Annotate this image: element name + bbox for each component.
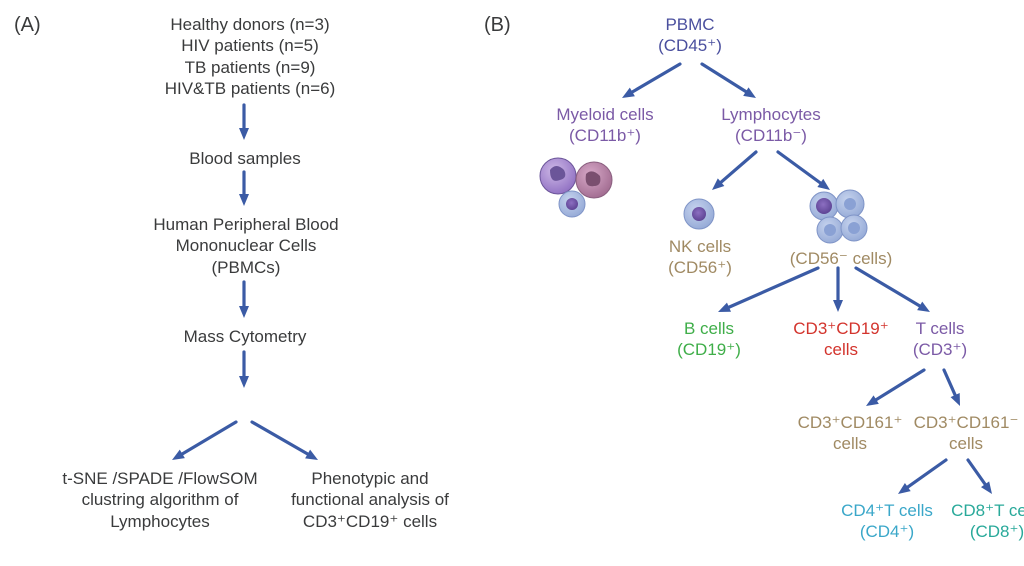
panel-b-bcells: B cells (CD19⁺)	[664, 318, 754, 361]
panel-b-tcells: T cells (CD3⁺)	[900, 318, 980, 361]
panel-b-tag: (B)	[484, 14, 511, 37]
panel-a-pbmc: Human Peripheral Blood Mononuclear Cells…	[134, 214, 358, 278]
panel-b-cd4t: CD4⁺T cells (CD4⁺)	[832, 500, 942, 543]
panel-b-nk: NK cells (CD56⁺)	[650, 236, 750, 279]
panel-b-lymphocytes: Lymphocytes (CD11b⁻)	[706, 104, 836, 147]
panel-a-cohorts: Healthy donors (n=3) HIV patients (n=5) …	[154, 14, 346, 99]
panel-b-cd3cd19: CD3⁺CD19⁺ cells	[786, 318, 896, 361]
panel-a-left-leaf: t-SNE /SPADE /FlowSOM clustring algorith…	[54, 468, 266, 532]
panel-b-cd161pos: CD3⁺CD161⁺ cells	[790, 412, 910, 455]
nk-cell-icon	[684, 199, 714, 229]
panel-a-blood: Blood samples	[170, 148, 320, 169]
myeloid-cells-icon	[540, 158, 612, 217]
panel-b-pbmc: PBMC (CD45⁺)	[640, 14, 740, 57]
panel-a-tag: (A)	[14, 14, 41, 37]
panel-b-cd8t: CD8⁺T cells (CD8⁺)	[942, 500, 1024, 543]
panel-a-right-leaf: Phenotypic and functional analysis of CD…	[270, 468, 470, 532]
lymphocyte-cluster-icon	[810, 190, 867, 243]
figure-canvas: (A) (B) Healthy donors (n=3) HIV patient…	[0, 0, 1024, 566]
panel-b-cd56neg: (CD56⁻ cells)	[786, 248, 896, 269]
panel-a-mass: Mass Cytometry	[170, 326, 320, 347]
panel-b-cd161neg: CD3⁺CD161⁻ cells	[908, 412, 1024, 455]
panel-b-myeloid: Myeloid cells (CD11b⁺)	[540, 104, 670, 147]
